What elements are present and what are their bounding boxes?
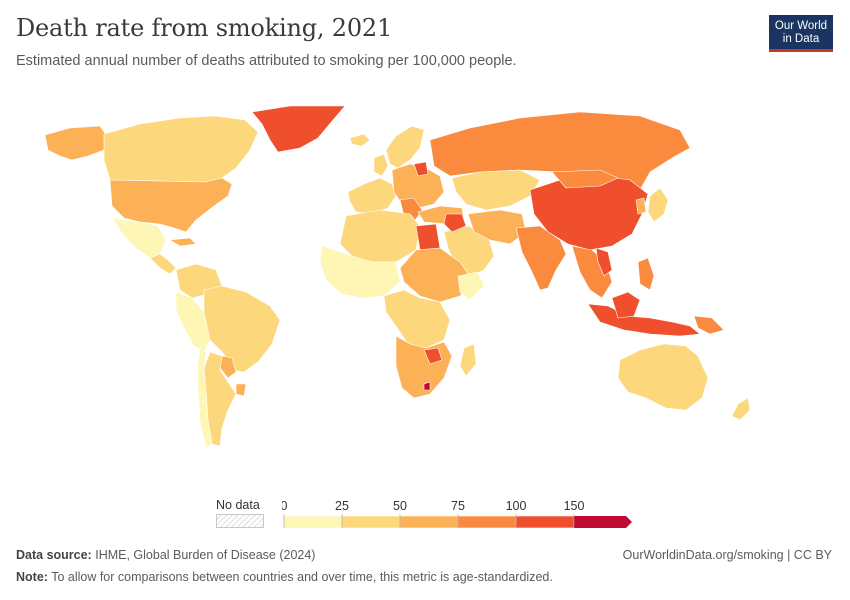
- footer-source-label: Data source:: [16, 548, 92, 562]
- legend-color-scale: 0 25 50 75 100 150: [282, 499, 632, 529]
- chart-title: Death rate from smoking, 2021: [16, 14, 393, 42]
- region-scandinavia[interactable]: [385, 125, 425, 169]
- region-uruguay[interactable]: [235, 383, 247, 397]
- region-mexico[interactable]: [111, 217, 167, 259]
- legend-tick-label-5: 150: [564, 499, 585, 513]
- region-western-europe[interactable]: [347, 177, 397, 215]
- legend-tick-label-1: 25: [335, 499, 349, 513]
- region-horn[interactable]: [457, 271, 485, 301]
- footer-note-label: Note:: [16, 570, 48, 584]
- region-brazil[interactable]: [203, 285, 281, 373]
- logo-line-1: Our World: [774, 20, 828, 32]
- legend-bin-4[interactable]: [515, 515, 575, 529]
- region-russia[interactable]: [429, 111, 691, 191]
- region-japan[interactable]: [647, 187, 669, 223]
- legend-no-data-label: No data: [216, 498, 260, 512]
- legend-bin-0[interactable]: [283, 515, 343, 529]
- region-central-america[interactable]: [149, 253, 177, 275]
- region-north-africa[interactable]: [339, 209, 421, 263]
- legend-bin-1[interactable]: [341, 515, 401, 529]
- region-mongolia[interactable]: [551, 169, 619, 189]
- region-levant[interactable]: [443, 213, 467, 233]
- footer-url-link[interactable]: OurWorldinData.org/smoking | CC BY: [622, 548, 832, 562]
- region-new-zealand[interactable]: [731, 397, 751, 421]
- world-map: [44, 105, 751, 449]
- region-canada[interactable]: [103, 115, 259, 183]
- region-chile[interactable]: [197, 347, 213, 449]
- region-central-africa[interactable]: [383, 289, 451, 349]
- legend-bin-2[interactable]: [399, 515, 459, 529]
- chart-subtitle: Estimated annual number of deaths attrib…: [16, 53, 517, 69]
- legend-tick-label-2: 50: [393, 499, 407, 513]
- region-vietnam[interactable]: [595, 247, 613, 277]
- footer-source: Data source: IHME, Global Burden of Dise…: [16, 548, 315, 562]
- region-iran[interactable]: [467, 209, 527, 245]
- region-lesotho[interactable]: [423, 381, 431, 391]
- region-indonesia[interactable]: [587, 303, 701, 337]
- region-central-asia[interactable]: [451, 169, 541, 211]
- footer-note: Note: To allow for comparisons between c…: [16, 570, 553, 584]
- region-iceland[interactable]: [349, 133, 371, 147]
- region-usa[interactable]: [109, 177, 233, 233]
- footer-source-text: IHME, Global Burden of Disease (2024): [95, 548, 316, 562]
- region-zimbabwe[interactable]: [423, 347, 443, 365]
- region-belarus[interactable]: [413, 161, 429, 177]
- legend-bin-3[interactable]: [457, 515, 517, 529]
- region-australia[interactable]: [617, 343, 709, 411]
- region-madagascar[interactable]: [459, 343, 477, 377]
- legend-tick-label-0: 0: [282, 499, 288, 513]
- region-east-africa[interactable]: [399, 247, 473, 303]
- owid-logo[interactable]: Our World in Data: [769, 15, 833, 52]
- footer-note-text: To allow for comparisons between countri…: [51, 570, 553, 584]
- logo-line-2: in Data: [782, 33, 820, 45]
- region-papua-new-guinea[interactable]: [693, 315, 725, 335]
- region-borneo[interactable]: [611, 291, 641, 319]
- region-uk[interactable]: [373, 153, 389, 177]
- legend-bin-5[interactable]: [574, 516, 632, 528]
- region-philippines[interactable]: [637, 257, 655, 291]
- region-cuba[interactable]: [169, 237, 197, 247]
- legend-tick-label-3: 75: [451, 499, 465, 513]
- legend-tick-label-4: 100: [506, 499, 527, 513]
- region-egypt[interactable]: [415, 223, 441, 251]
- legend-no-data-swatch: [216, 514, 264, 528]
- logo-accent-bar: [769, 49, 833, 52]
- region-alaska[interactable]: [44, 125, 109, 161]
- region-korea[interactable]: [635, 197, 647, 215]
- region-greenland[interactable]: [251, 105, 346, 153]
- region-india[interactable]: [515, 225, 567, 291]
